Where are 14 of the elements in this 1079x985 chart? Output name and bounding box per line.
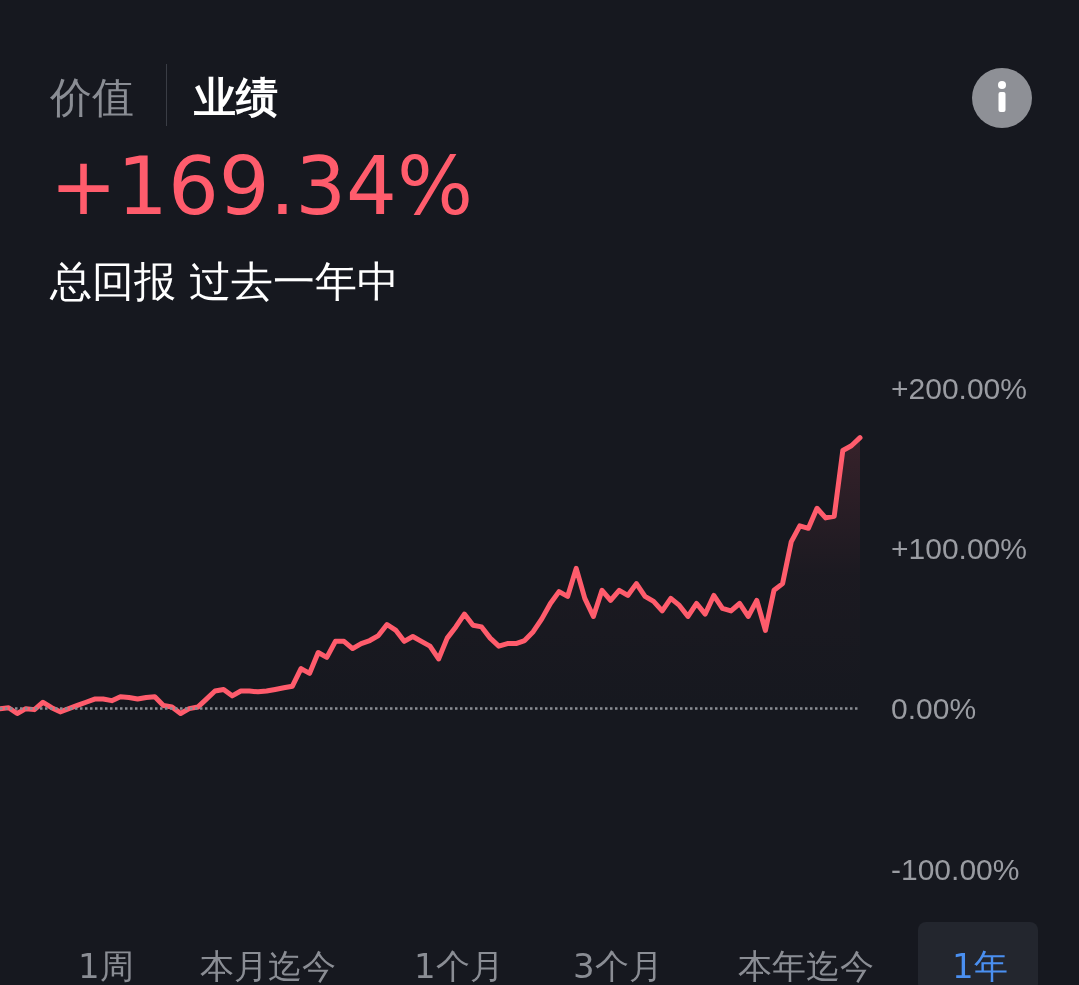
text: 1个月 bbox=[414, 945, 504, 985]
y-tick-label: +200.00% bbox=[891, 371, 1027, 405]
text: 价值 bbox=[50, 72, 134, 124]
text: 1周 bbox=[78, 945, 134, 985]
y-tick-label: -100.00% bbox=[891, 852, 1020, 886]
text: 本年迄今 bbox=[738, 945, 874, 985]
text: 1年 bbox=[952, 945, 1008, 985]
text: 本月迄今 bbox=[200, 945, 336, 985]
y-tick-label: +100.00% bbox=[891, 531, 1027, 565]
chart-title: +169.34% bbox=[50, 140, 473, 233]
text: 3个月 bbox=[573, 945, 663, 985]
text: 业绩 bbox=[194, 72, 278, 124]
chart-subtitle: 总回报 过去一年中 bbox=[50, 256, 400, 308]
y-tick-label: 0.00% bbox=[891, 692, 977, 726]
